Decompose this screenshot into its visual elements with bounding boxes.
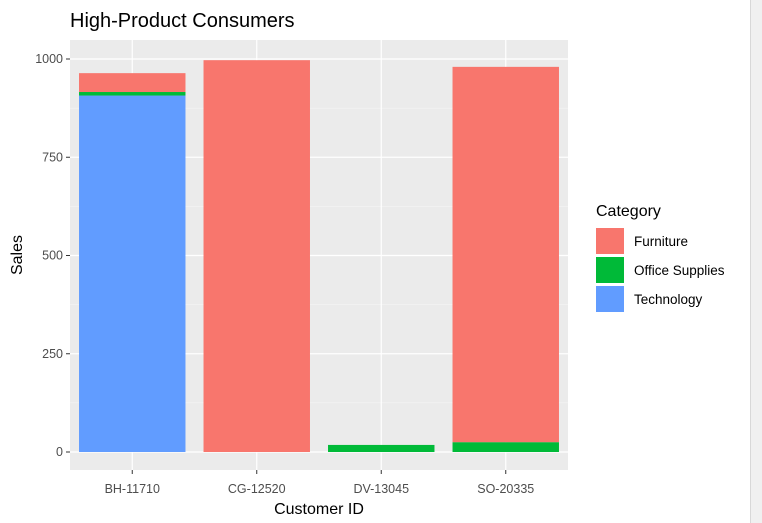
legend-swatch [596,228,624,254]
bar-segment [328,444,435,452]
legend-title: Category [596,203,661,220]
bar-segment [203,60,310,452]
x-axis-title: Customer ID [274,501,364,518]
x-tick-label: DV-13045 [353,482,409,496]
y-tick-label: 0 [56,445,63,459]
y-axis: 0 250 500 750 1000 [35,52,70,459]
legend-swatch [596,286,624,312]
y-axis-title: Sales [9,235,26,275]
x-tick-label: BH-11710 [105,482,160,496]
x-tick-label: SO-20335 [477,482,534,496]
window-edge [750,0,762,523]
y-tick-label: 750 [42,150,63,164]
chart-title: High-Product Consumers [70,10,295,32]
x-axis: BH-11710 CG-12520 DV-13045 SO-20335 [105,470,534,496]
legend-swatch [596,257,624,283]
legend: Category Furniture Office Supplies Technol… [596,203,725,312]
y-tick-label: 250 [42,347,63,361]
bar-segment [79,92,186,96]
legend-label: Office Supplies [634,263,725,278]
legend-label: Technology [634,292,703,307]
legend-label: Furniture [634,234,688,249]
bar-segment [79,95,186,452]
bar-segment [79,73,186,93]
bar-segment [452,66,559,443]
bar-segment [452,442,559,452]
bars [79,60,559,452]
y-tick-label: 1000 [35,52,63,66]
y-tick-label: 500 [42,249,63,263]
x-tick-label: CG-12520 [228,482,286,496]
